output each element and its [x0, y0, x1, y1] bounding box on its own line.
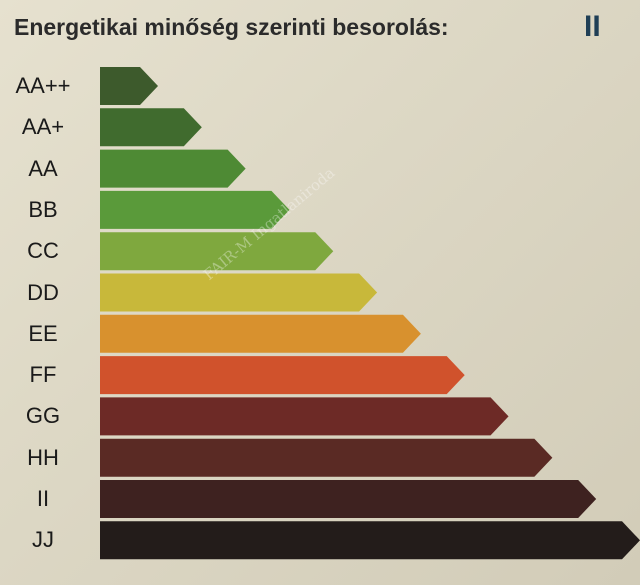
label-title: Energetikai minőség szerinti besorolás:	[14, 14, 449, 40]
class-label-cc: CC	[27, 238, 59, 264]
class-label-ff: FF	[29, 362, 57, 388]
energy-bar-ee	[100, 314, 421, 353]
class-label-aaplusplus: AA++	[15, 73, 71, 98]
class-labels: AA++ AA+ AA BB CC DD EE FF GG HH II JJ	[0, 0, 100, 585]
energy-bar-aaplusplus	[100, 67, 158, 105]
current-rating-value: II	[584, 10, 601, 43]
energy-bar-cc	[100, 232, 334, 271]
class-label-aaplus: AA+	[21, 114, 65, 140]
energy-bar-aa	[100, 149, 246, 188]
energy-bar-aaplus	[100, 108, 202, 147]
energy-bar-gg	[100, 397, 509, 436]
class-label-jj: JJ	[32, 527, 54, 553]
class-label-gg: GG	[25, 403, 61, 429]
class-label-ii: II	[36, 486, 50, 511]
class-label-hh: HH	[27, 444, 59, 470]
class-label-dd: DD	[27, 279, 59, 305]
energy-bar-dd	[100, 273, 378, 312]
energy-bar-jj	[100, 521, 640, 560]
energy-bar-ff	[100, 356, 465, 395]
energy-bar-bb	[100, 190, 290, 229]
class-label-ee: EE	[28, 320, 58, 346]
class-label-aa: AA	[28, 155, 58, 181]
energy-bar-ii	[100, 480, 597, 518]
energy-bar-hh	[100, 438, 553, 477]
class-label-bb: BB	[28, 196, 58, 222]
